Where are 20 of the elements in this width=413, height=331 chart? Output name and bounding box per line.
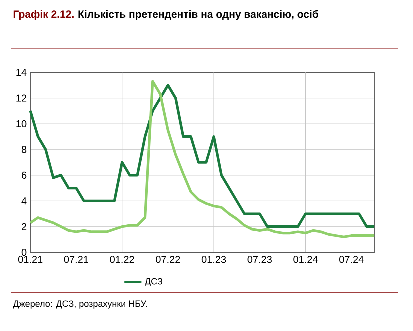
y-tick-label: 10 [16, 120, 27, 128]
x-tick-label: 01.22 [110, 256, 134, 264]
y-tick-label: 14 [16, 69, 27, 76]
x-tick-label: 01.21 [18, 256, 43, 264]
y-tick-label: 4 [22, 198, 27, 205]
y-tick-label: 12 [16, 94, 27, 102]
text: Джерело: ДСЗ, розрахунки НБУ. [13, 300, 148, 309]
y-tick-label: 8 [22, 146, 27, 154]
y-tick-label: 0 [22, 249, 27, 256]
x-tick-label: 07.24 [340, 256, 364, 264]
x-tick-label: 07.21 [64, 256, 88, 264]
x-tick-label: 07.22 [156, 256, 180, 264]
x-tick-label: 01.23 [202, 256, 226, 264]
x-tick-label: 01.24 [294, 256, 318, 264]
y-tick-label: 6 [22, 172, 27, 179]
y-tick-label: 2 [22, 223, 27, 230]
chart-subtitle: Кількість претендентів на одну вакансію, осіб [78, 10, 318, 20]
legend-label: ДСЗ [145, 278, 162, 286]
x-tick-label: 07.23 [248, 256, 272, 264]
chart-title: Графік 2.12. [14, 10, 74, 20]
